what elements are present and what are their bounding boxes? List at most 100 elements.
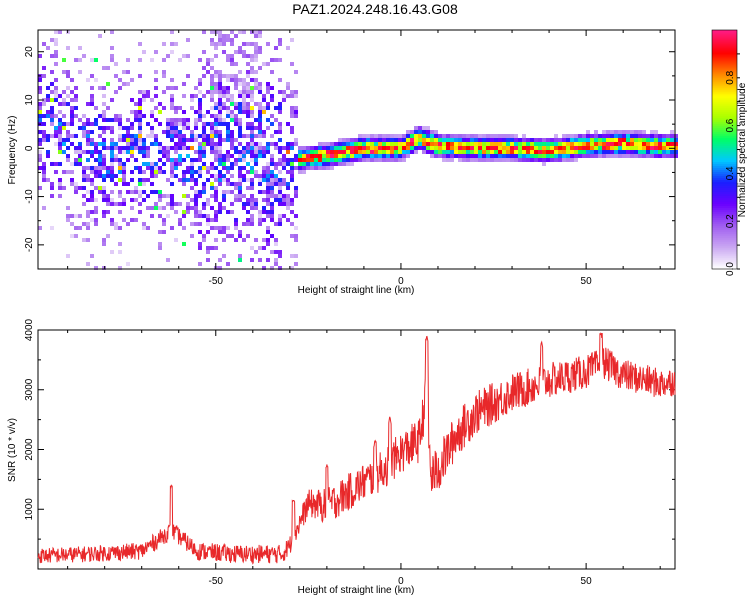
snr-y-tick-label: 1000 [24,498,35,521]
spectrogram-cell [238,150,242,154]
spectrogram-cell [290,106,294,110]
spectrogram-cell [382,142,386,146]
spectrogram-cell [222,198,226,202]
colorbar-segment [712,81,737,85]
spectrogram-cell [226,134,230,138]
spectrogram-cell [638,146,642,150]
spectrogram-cell [158,102,162,106]
spectrogram-cell [254,30,258,34]
colorbar-segment [712,255,737,258]
spectrogram-cell [262,210,266,214]
spectrogram-cell [118,86,122,90]
spectrogram-cell [426,138,430,142]
spectrogram-cell [174,134,178,138]
spectrogram-cell [290,234,294,238]
spectrogram-cell [158,150,162,154]
spectrogram-cell [118,178,122,182]
spectrogram-cell [250,154,254,158]
spectrogram-cell [670,142,674,146]
spectrogram-cell [274,182,278,186]
spectrogram-cell [214,150,218,154]
colorbar-segment [712,123,737,127]
spectrogram-cell [226,34,230,38]
spectrogram-cell [670,154,674,158]
spectrogram-cell [130,198,134,202]
spectrogram-cell [442,142,446,146]
spectrogram-cell [86,238,90,242]
spectrogram-cell [206,246,210,250]
spectrogram-cell [302,146,306,150]
spectrogram-cell [270,186,274,190]
spectrogram-cell [294,114,298,118]
spectrogram-cell [122,202,126,206]
spectrogram-cell [494,146,498,150]
spectrogram-cell [218,30,222,34]
spectrogram-cell [130,170,134,174]
spectrogram-cell [450,150,454,154]
spectrogram-cell [186,126,190,130]
spectrogram-cell [330,142,334,146]
colorbar-segment [712,155,737,159]
spectrogram-cell [118,170,122,174]
spectrogram-cell [442,150,446,154]
colorbar-segment [712,213,737,216]
spectrogram-cell [110,158,114,162]
spectrogram-cell [186,178,190,182]
colorbar-segment [712,217,737,220]
spectrogram-cell [358,154,362,158]
spectrogram-cell [222,118,226,122]
spectrogram-cell [586,150,590,154]
spectrogram-cell [94,58,98,62]
spectrogram-cell [310,150,314,154]
spectrogram-cell [230,138,234,142]
colorbar-segment [712,127,737,131]
spectrogram-cell [258,114,262,118]
spectrogram-cell [614,154,618,158]
spectrogram-cell [198,222,202,226]
spectrogram-cell [594,150,598,154]
spectrogram-cell [190,174,194,178]
spectrogram-cell [510,158,514,162]
spectrogram-cell [38,114,42,118]
spectrogram-cell [222,162,226,166]
spectrogram-cell [222,38,226,42]
spectrogram-cell [234,62,238,66]
spectrogram-cell [190,170,194,174]
spectrogram-cell [430,146,434,150]
spectrogram-cell [422,138,426,142]
spectrogram-cell [294,238,298,242]
spectrogram-cell [302,166,306,170]
spectrogram-cell [118,242,122,246]
spectrogram-cell [270,194,274,198]
spectrogram-cell [586,130,590,134]
spectrogram-cell [190,206,194,210]
spectrogram-cell [214,174,218,178]
colorbar-segment [712,93,737,97]
spectrogram-cell [246,90,250,94]
spectrogram-cell [154,94,158,98]
colorbar-segment [712,107,737,111]
spectrogram-cell [50,54,54,58]
spectrogram-cell [278,38,282,42]
spectrogram-cell [126,82,130,86]
spectrogram-cell [294,254,298,258]
spectrogram-cell [238,170,242,174]
spectrogram-cell [270,174,274,178]
spectrogram-cell [194,110,198,114]
spectrogram-cell [314,166,318,170]
spectrogram-cell [158,122,162,126]
spectrogram-cell [226,158,230,162]
spectrogram-cell [194,94,198,98]
spectrogram-cell [198,118,202,122]
spectrogram-cell [130,146,134,150]
spectrogram-cell [250,170,254,174]
spectrogram-cell [154,170,158,174]
spectrogram-cell [250,222,254,226]
colorbar-segment [712,47,737,51]
spectrogram-cell [70,122,74,126]
spectrogram-cell [126,134,130,138]
spectrogram-cell [74,162,78,166]
spectrogram-cell [198,82,202,86]
spectrogram-cell [614,142,618,146]
spectrogram-cell [114,158,118,162]
